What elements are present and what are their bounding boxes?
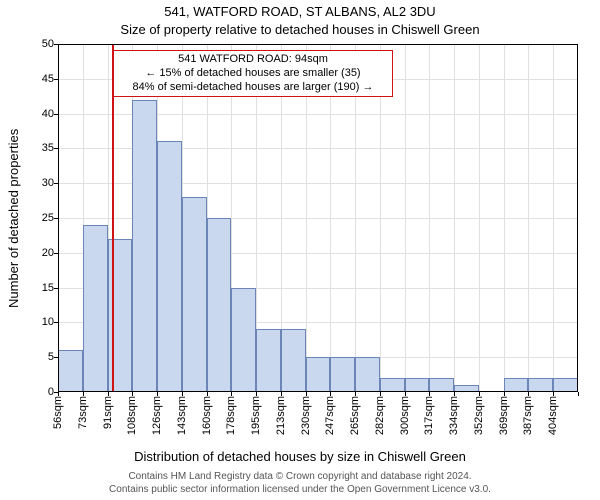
x-tick-label: 195sqm [250, 396, 262, 435]
chart-container: 541, WATFORD ROAD, ST ALBANS, AL2 3DU Si… [0, 0, 600, 500]
x-tick-label: 126sqm [151, 396, 163, 435]
x-tick-label: 317sqm [423, 396, 435, 435]
y-tick-label: 45 [42, 73, 58, 85]
plot-area: 05101520253035404550 56sqm73sqm91sqm108s… [58, 44, 578, 392]
x-tick-label: 265sqm [349, 396, 361, 435]
y-tick-label: 30 [42, 177, 58, 189]
x-tick-label: 178sqm [225, 396, 237, 435]
x-tick-label: 143sqm [176, 396, 188, 435]
y-axis-label: Number of detached properties [6, 128, 21, 307]
annotation-line3: 84% of semi-detached houses are larger (… [118, 81, 388, 95]
chart-title-line1: 541, WATFORD ROAD, ST ALBANS, AL2 3DU [0, 4, 600, 19]
annotation-box: 541 WATFORD ROAD: 94sqm ← 15% of detache… [113, 50, 393, 97]
x-tick-label: 282sqm [374, 396, 386, 435]
y-tick-label: 15 [42, 282, 58, 294]
y-tick-label: 20 [42, 247, 58, 259]
y-tick-label: 25 [42, 212, 58, 224]
y-tick-label: 35 [42, 142, 58, 154]
x-tick-label: 387sqm [522, 396, 534, 435]
annotation-line1: 541 WATFORD ROAD: 94sqm [118, 53, 388, 67]
x-tick-label: 56sqm [52, 396, 64, 429]
x-tick-label: 334sqm [448, 396, 460, 435]
x-tick-label: 213sqm [275, 396, 287, 435]
y-tick-label: 40 [42, 108, 58, 120]
footer-line1: Contains HM Land Registry data © Crown c… [0, 471, 600, 484]
x-tick-label: 230sqm [300, 396, 312, 435]
chart-title-line2: Size of property relative to detached ho… [0, 22, 600, 37]
y-tick-label: 50 [42, 38, 58, 50]
annotation-line2: ← 15% of detached houses are smaller (35… [118, 67, 388, 81]
chart-footer: Contains HM Land Registry data © Crown c… [0, 471, 600, 496]
x-tick-label: 369sqm [498, 396, 510, 435]
x-tick-label: 404sqm [547, 396, 559, 435]
x-tick-label: 91sqm [102, 396, 114, 429]
x-tick-label: 300sqm [399, 396, 411, 435]
footer-line2: Contains public sector information licen… [0, 484, 600, 497]
x-tick-label: 352sqm [473, 396, 485, 435]
x-tick-label: 73sqm [77, 396, 89, 429]
x-axis-label: Distribution of detached houses by size … [0, 449, 600, 464]
x-tick-label: 160sqm [201, 396, 213, 435]
x-tick-label: 247sqm [324, 396, 336, 435]
y-tick-label: 10 [42, 316, 58, 328]
y-tick-label: 5 [48, 351, 58, 363]
x-tick-label: 108sqm [126, 396, 138, 435]
